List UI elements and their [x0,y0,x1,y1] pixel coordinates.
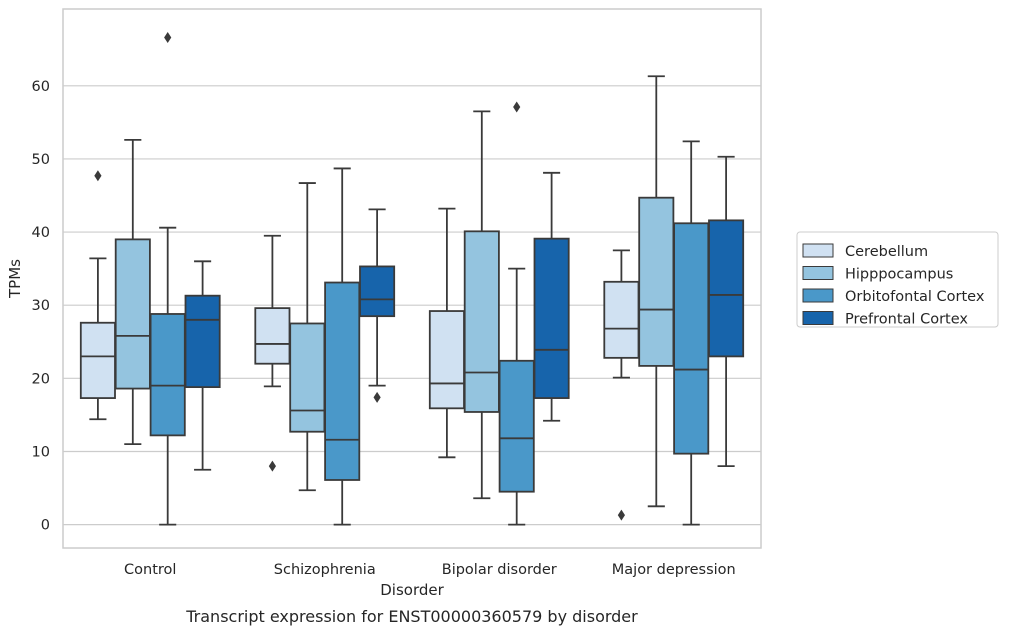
box [638,196,675,367]
y-tick-label: 60 [32,79,50,95]
y-tick-label: 10 [32,444,50,460]
x-axis-ticks: Control Schizophrenia Bipolar disorder Majo… [124,562,736,578]
y-tick-label: 0 [41,518,50,534]
outlier-point [94,170,102,182]
plot-area-frame [62,8,762,549]
boxes [79,32,745,526]
y-tick-label: 30 [32,298,50,314]
outlier-point [164,32,172,44]
box-group [533,171,570,422]
box-group [79,170,116,421]
box [324,281,361,481]
box [149,313,186,437]
outlier-point [617,509,625,521]
box-group [149,32,186,526]
box-group [673,140,710,526]
box [359,265,396,318]
box-group [463,110,500,500]
box [673,222,710,455]
box [184,294,221,389]
legend-label: Prefrontal Cortex [845,312,968,328]
legend-label: Orbitofontal Cortex [845,289,985,305]
box [428,310,465,410]
box [254,307,291,365]
box-group [114,139,151,446]
outlier-point [513,101,521,113]
y-tick-label: 50 [32,152,50,168]
box-group [708,155,745,467]
box-group [324,167,361,526]
box-group [638,75,675,508]
box-group [498,101,535,526]
legend-swatch [802,288,834,303]
chart-title: Transcript expression for ENST0000036057… [185,607,638,626]
legend-swatch [802,243,834,258]
box [533,237,570,399]
legend-swatch [802,311,834,325]
box [603,280,640,359]
box-group [359,208,396,403]
box-group [254,234,291,472]
box-group [428,207,465,459]
box-group [289,182,326,492]
x-axis-label: Disorder [380,581,444,599]
legend-swatch [802,266,834,280]
box-group [184,260,221,471]
box [498,359,535,493]
legend-items: Cerebellum Hipppocampus Orbitofontal Corte… [802,243,985,328]
box-group [603,249,640,521]
outlier-point [268,460,276,472]
x-tick-label: Schizophrenia [274,562,376,578]
outlier-point [373,391,381,403]
x-tick-label: Major depression [612,562,736,578]
legend-label: Hipppocampus [845,267,953,283]
y-axis-label: TPMs [6,259,24,299]
box [79,321,116,399]
y-tick-label: 40 [32,225,50,241]
x-tick-label: Bipolar disorder [442,562,557,578]
box [114,238,151,390]
y-tick-label: 20 [32,371,50,387]
box [463,230,500,413]
y-axis-ticks: 0 10 20 30 40 50 60 [32,79,50,534]
box [708,219,745,358]
box [289,322,326,433]
legend: Cerebellum Hipppocampus Orbitofontal Corte… [796,231,999,328]
x-tick-label: Control [124,562,176,578]
legend-frame [796,231,999,328]
legend-label: Cerebellum [845,244,928,260]
